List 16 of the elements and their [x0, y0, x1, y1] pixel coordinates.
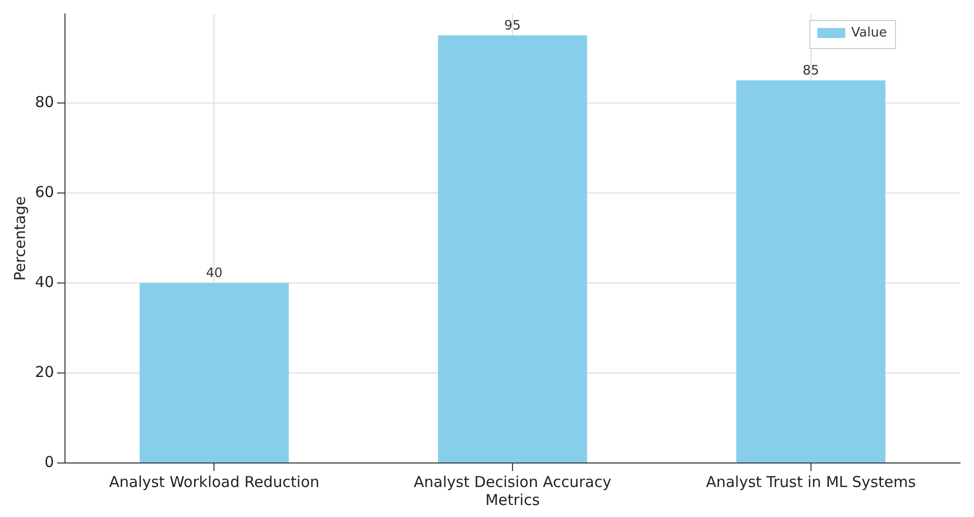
- bar: [438, 35, 588, 462]
- x-tick-label: Analyst Trust in ML Systems: [706, 472, 916, 491]
- y-tick-label: 0: [44, 452, 54, 471]
- y-tick-label: 20: [34, 362, 54, 381]
- y-tick-label: 60: [34, 182, 54, 201]
- y-axis-title: Percentage: [10, 196, 29, 281]
- x-tick-label: Analyst Workload Reduction: [109, 472, 320, 491]
- legend-label: Value: [851, 25, 888, 40]
- data-label: 95: [504, 18, 521, 34]
- x-tick-label: Analyst Decision Accuracy Metrics: [414, 472, 612, 509]
- data-label: 40: [206, 266, 223, 281]
- y-tick-label: 40: [34, 272, 54, 291]
- bar: [140, 282, 289, 462]
- y-tick-label: 80: [34, 92, 54, 111]
- bar: [736, 80, 886, 462]
- data-label: 85: [802, 63, 820, 78]
